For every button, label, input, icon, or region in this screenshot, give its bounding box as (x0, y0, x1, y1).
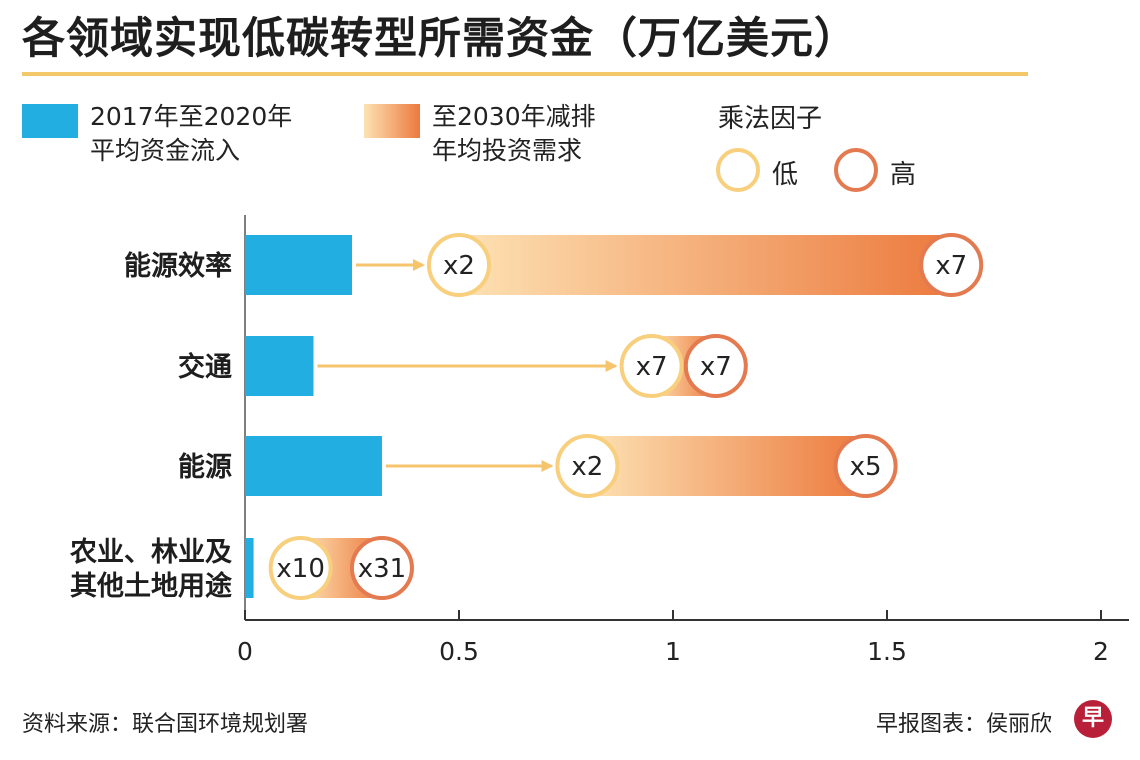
title-underline (22, 72, 1028, 76)
high-multiplier-circle (349, 536, 414, 600)
low-multiplier-circle (268, 536, 333, 600)
category-label: 交通 (178, 351, 232, 383)
high-multiplier-circle (919, 233, 984, 297)
legend-factor-low-label: 低 (772, 160, 799, 190)
high-multiplier-label: x31 (358, 554, 406, 584)
legend-need-line2: 年均投资需求 (432, 136, 583, 165)
category-label: 能源 (178, 451, 232, 483)
credit-note: 早报图表：侯丽欣 (875, 712, 1052, 737)
high-multiplier-circle (683, 334, 748, 398)
low-multiplier-circle (427, 233, 491, 297)
inflow-bar (245, 235, 352, 295)
low-multiplier-label: x2 (443, 251, 475, 281)
high-multiplier-label: x7 (935, 251, 967, 281)
x-tick-label: 1.5 (867, 637, 907, 666)
x-tick-label: 0 (237, 637, 253, 666)
low-multiplier-label: x10 (276, 554, 324, 584)
legend-inflow-line1: 2017年至2020年 (90, 102, 293, 131)
inflow-bar (245, 538, 254, 598)
low-multiplier-circle (555, 434, 620, 498)
legend-factor-high-icon (834, 148, 878, 192)
x-tick-label: 1 (665, 637, 681, 666)
high-multiplier-label: x5 (850, 452, 882, 482)
zaobao-logo: 早 (1074, 700, 1112, 738)
high-multiplier-circle (833, 434, 898, 498)
inflow-bar (245, 436, 382, 496)
chart-title: 各领域实现低碳转型所需资金（万亿美元） (22, 14, 858, 64)
legend-inflow-swatch (22, 104, 78, 138)
source-note: 资料来源：联合国环境规划署 (22, 712, 309, 737)
low-multiplier-label: x2 (571, 452, 603, 482)
legend-factor-low-icon (716, 148, 760, 192)
x-tick-label: 2 (1093, 637, 1109, 666)
legend-inflow-line2: 平均资金流入 (90, 136, 241, 165)
need-range-bar (587, 436, 866, 496)
legend-factor-high-label: 高 (890, 160, 917, 190)
inflow-bar (245, 336, 314, 396)
legend-need-label: 至2030年减排 年均投资需求 (432, 100, 596, 168)
category-label: 农业、林业及 (69, 537, 232, 568)
category-label: 能源效率 (124, 250, 232, 282)
legend-inflow-label: 2017年至2020年 平均资金流入 (90, 100, 292, 168)
legend-factor-title: 乘法因子 (718, 104, 823, 134)
low-multiplier-label: x7 (636, 352, 668, 382)
x-tick-label: 0.5 (439, 637, 479, 666)
need-range-bar (459, 235, 952, 295)
low-multiplier-circle (619, 334, 684, 398)
high-multiplier-label: x7 (700, 352, 732, 382)
category-label: 其他土地用途 (70, 570, 233, 602)
legend-need-swatch (364, 104, 420, 138)
legend-need-line1: 至2030年减排 (432, 102, 596, 131)
